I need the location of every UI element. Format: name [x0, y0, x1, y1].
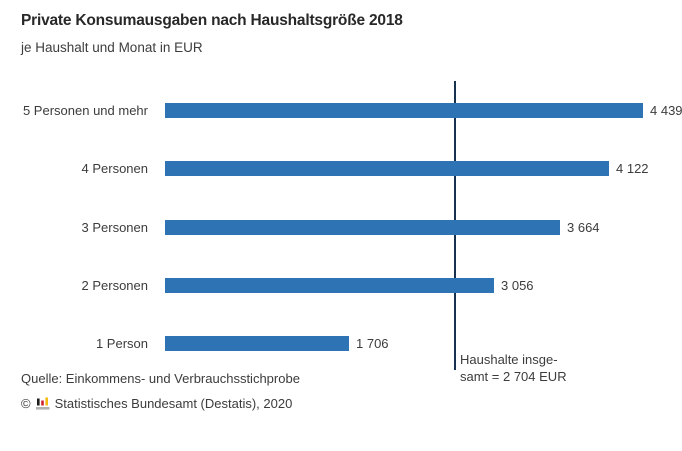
- category-label: 5 Personen und mehr: [22, 103, 148, 118]
- value-label: 3 664: [567, 220, 600, 235]
- value-label: 4 439: [650, 103, 682, 118]
- annotation-line-1: Haushalte insge-: [460, 352, 558, 367]
- bar: [165, 278, 494, 293]
- logo-bar-red: [40, 400, 44, 406]
- logo-base-bar: [35, 407, 50, 410]
- chart-title: Private Konsumausgaben nach Haushaltsgrö…: [21, 12, 403, 29]
- destatis-logo-icon: [35, 397, 50, 410]
- source-note: Quelle: Einkommens- und Verbrauchsstichp…: [21, 371, 300, 386]
- category-label: 4 Personen: [81, 161, 149, 176]
- bar: [165, 161, 609, 176]
- copyright-text: Statistisches Bundesamt (Destatis), 2020: [54, 396, 293, 411]
- copyright-line: © Statistisches Bundesamt (Destatis), 20…: [21, 396, 292, 411]
- category-label: 1 Person: [95, 336, 148, 351]
- category-label: 2 Personen: [81, 278, 149, 293]
- annotation-line-2: samt = 2 704 EUR: [460, 369, 567, 384]
- reference-line-annotation: Haushalte insge- samt = 2 704 EUR: [460, 351, 567, 385]
- value-label: 3 056: [501, 278, 534, 293]
- copyright-symbol: ©: [21, 396, 31, 411]
- chart-subtitle: je Haushalt und Monat in EUR: [21, 40, 203, 55]
- bar: [165, 103, 643, 118]
- bar: [165, 336, 349, 351]
- value-label: 4 122: [616, 161, 649, 176]
- bar: [165, 220, 560, 235]
- logo-bar-gold: [44, 397, 48, 406]
- value-label: 1 706: [356, 336, 389, 351]
- logo-bar-black: [36, 398, 40, 406]
- category-label: 3 Personen: [81, 220, 149, 235]
